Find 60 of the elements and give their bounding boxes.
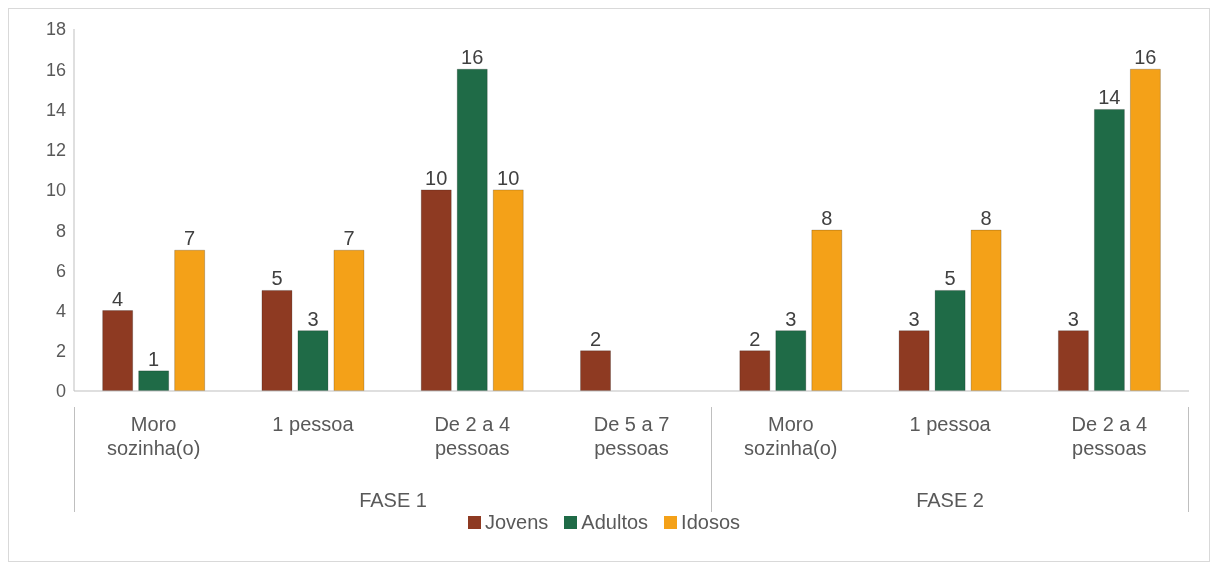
bar xyxy=(333,249,365,391)
y-tick-label: 0 xyxy=(55,381,66,402)
data-label: 16 xyxy=(1134,46,1157,69)
legend-label: Adultos xyxy=(581,511,649,534)
bar xyxy=(138,370,170,391)
bar xyxy=(261,289,293,391)
x-tick-label: 1 pessoa xyxy=(272,413,355,435)
data-label: 2 xyxy=(589,327,602,350)
data-label: 10 xyxy=(497,166,520,189)
legend-label: Idosos xyxy=(681,511,741,534)
bar xyxy=(775,330,807,391)
data-label: 2 xyxy=(749,327,761,350)
x-tick-label: 1 pessoa xyxy=(909,413,992,435)
bar xyxy=(420,189,452,391)
legend-label: Jovens xyxy=(484,511,549,534)
bar xyxy=(297,330,329,391)
data-label: 3 xyxy=(1067,307,1079,330)
y-tick-label: 14 xyxy=(45,99,66,120)
text: FASE 1 xyxy=(358,489,428,512)
bar xyxy=(1093,108,1125,391)
data-label: 8 xyxy=(821,207,833,230)
y-tick-label: 2 xyxy=(55,341,66,362)
bar xyxy=(898,330,930,391)
x-tick-label: Moro sozinha(o) xyxy=(744,413,838,459)
y-tick-label: 6 xyxy=(55,260,66,281)
data-label: 3 xyxy=(785,307,797,330)
bar xyxy=(1129,68,1161,391)
data-label: 14 xyxy=(1098,86,1121,109)
data-label: 5 xyxy=(944,267,956,290)
bar xyxy=(934,289,966,391)
data-label: 8 xyxy=(980,207,992,230)
y-tick-label: 4 xyxy=(55,300,66,321)
bar xyxy=(811,229,843,391)
bar xyxy=(174,249,206,391)
x-tick-label: De 2 a 4 pessoas xyxy=(1071,413,1148,459)
x-tick-label: De 5 a 7 pessoas xyxy=(593,413,670,459)
bar xyxy=(456,68,488,391)
data-label: 3 xyxy=(908,307,920,330)
data-label: 10 xyxy=(425,166,448,189)
data-label: 4 xyxy=(112,287,124,310)
data-label: 7 xyxy=(184,227,196,250)
bar xyxy=(970,229,1002,391)
text: FASE 2 xyxy=(915,489,985,512)
y-tick-label: 16 xyxy=(45,59,66,80)
x-tick-label: De 2 a 4 pessoas xyxy=(434,413,511,459)
bar xyxy=(739,350,771,391)
y-tick-label: 12 xyxy=(45,140,66,161)
bar xyxy=(1057,330,1089,391)
data-label: 1 xyxy=(148,347,160,370)
y-tick-label: 18 xyxy=(45,19,66,40)
bar xyxy=(492,189,524,391)
x-tick-label: Moro sozinha(o) xyxy=(106,413,201,459)
data-label: 16 xyxy=(461,46,484,69)
bar xyxy=(580,350,612,391)
data-label: 5 xyxy=(271,267,283,290)
y-tick-label: 10 xyxy=(45,180,66,201)
bar xyxy=(102,310,134,391)
data-label: 3 xyxy=(307,307,319,330)
data-label: 7 xyxy=(343,227,355,250)
y-tick-label: 8 xyxy=(55,220,66,241)
